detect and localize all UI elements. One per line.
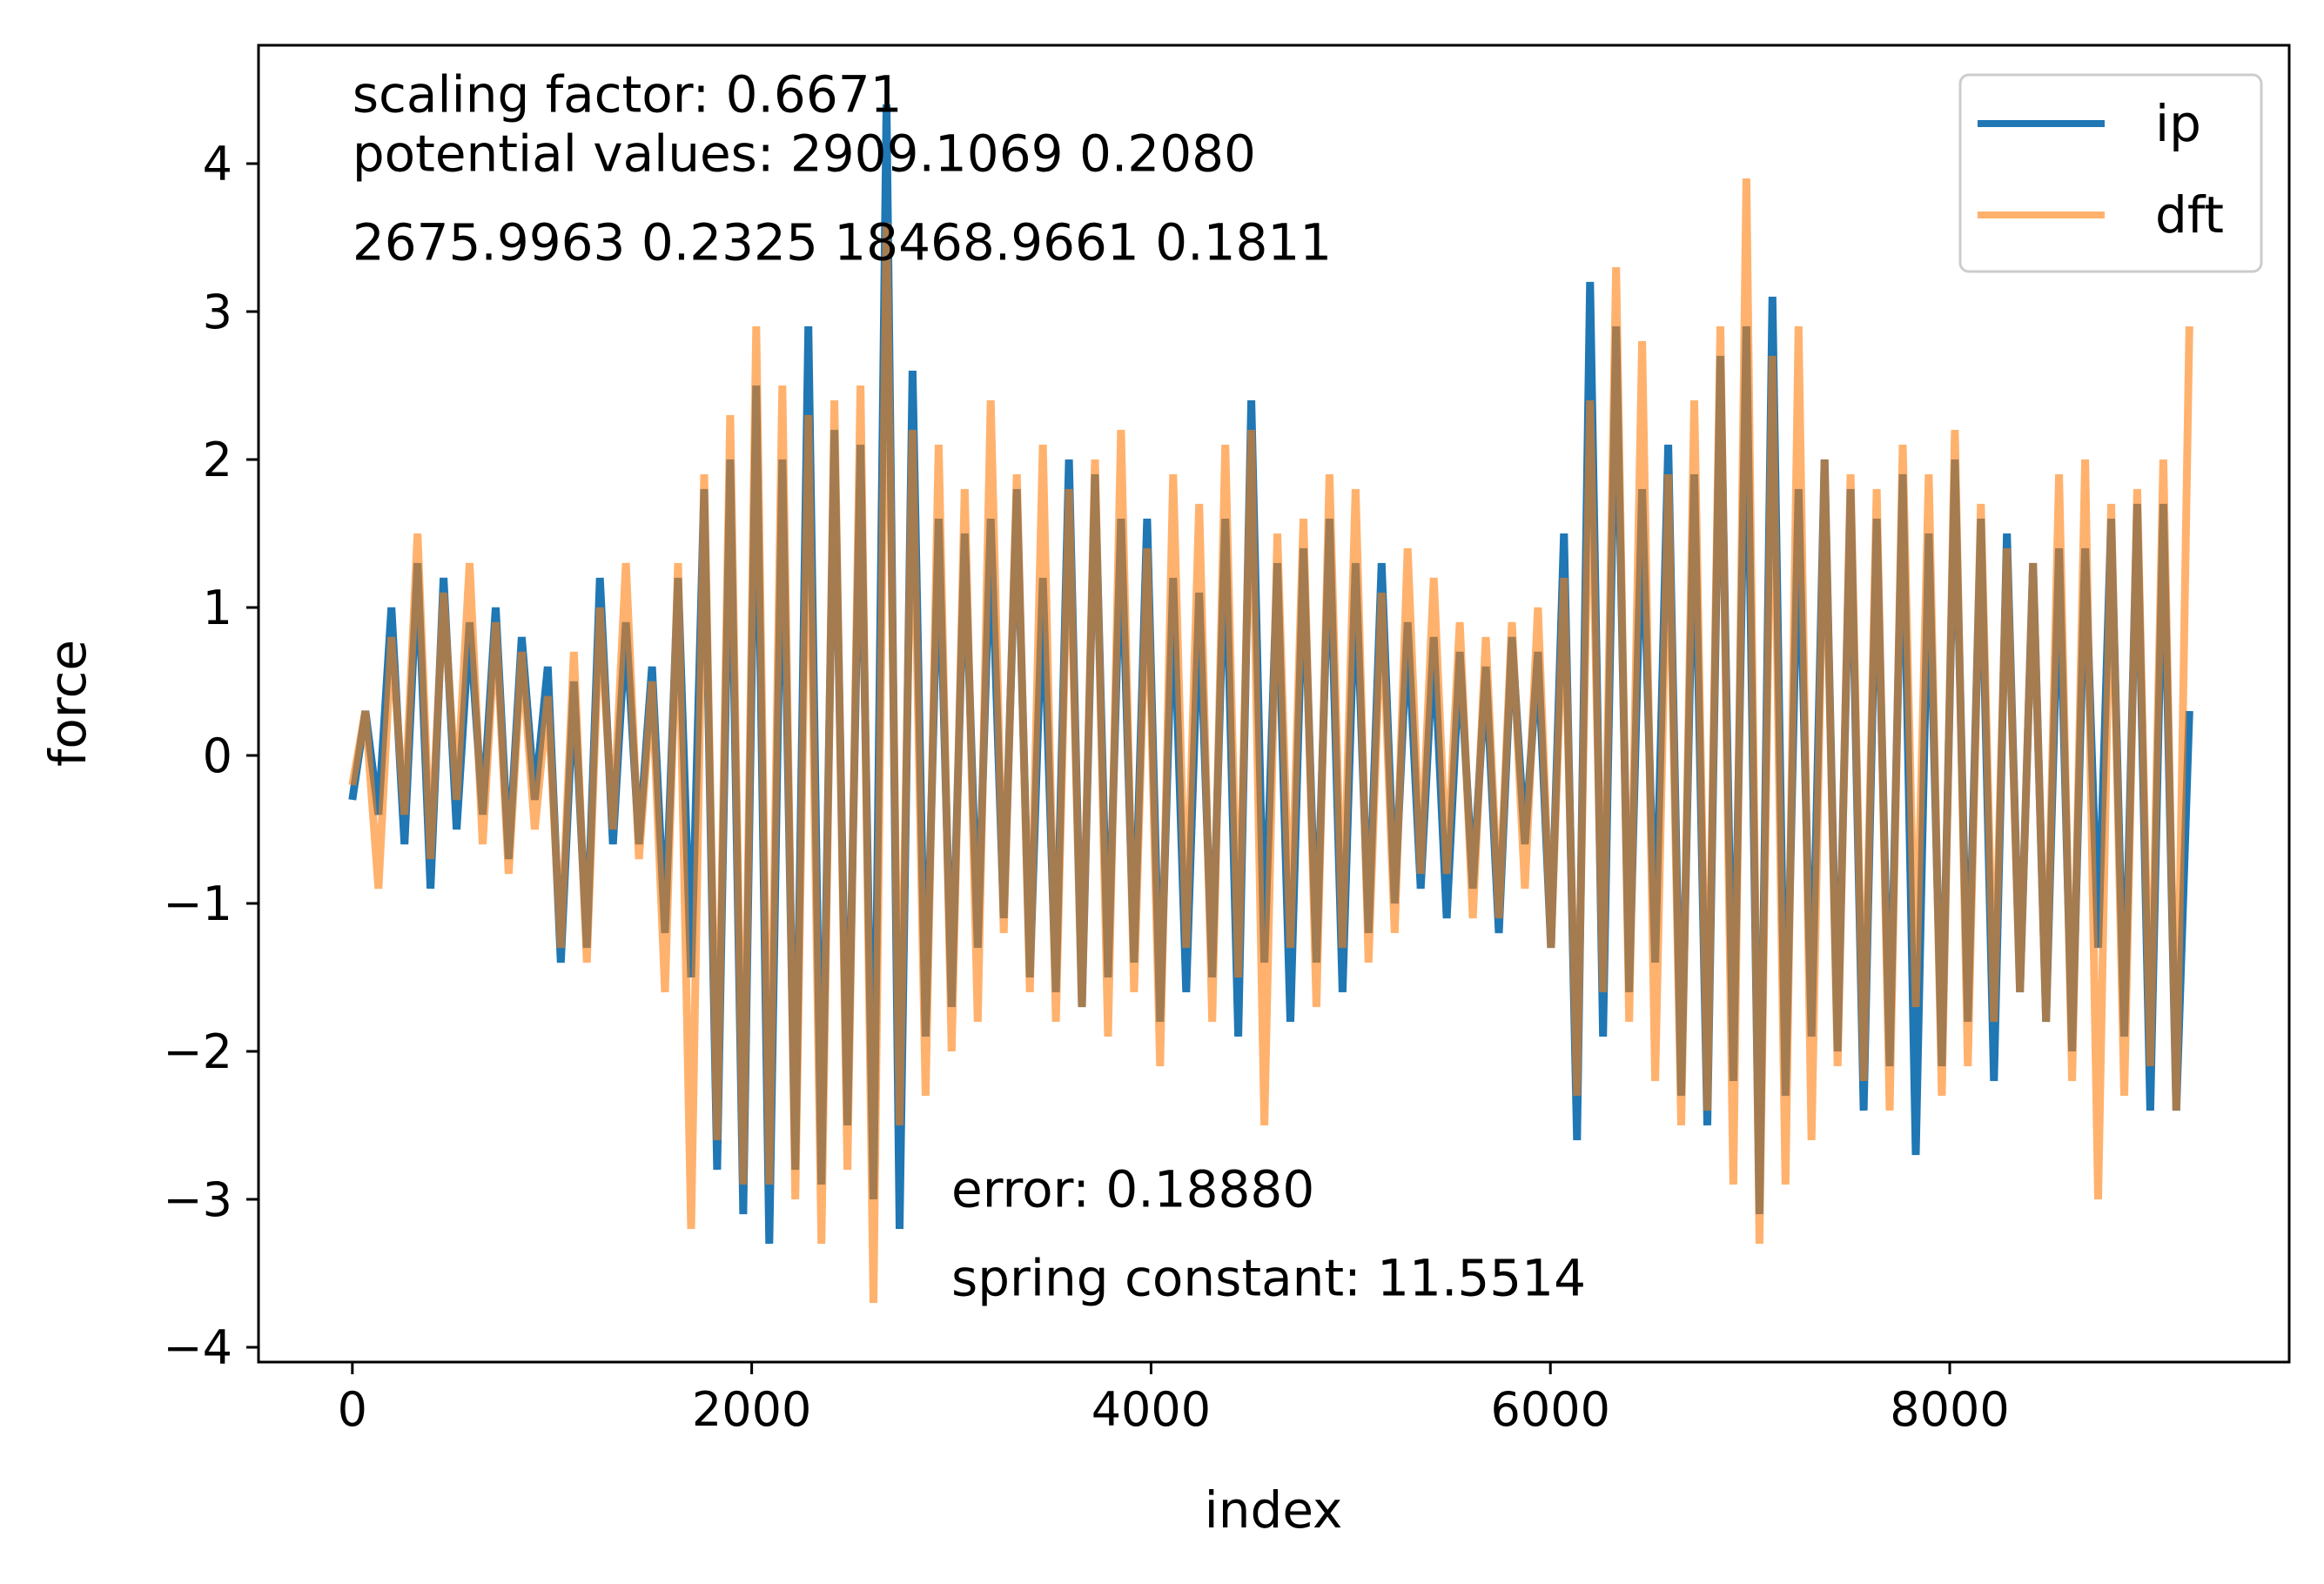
annotation-text: spring constant: 11.5514 <box>951 1249 1586 1308</box>
series-layer <box>348 104 2193 1304</box>
y-axis: 4 3 2 1 0 −1 −2 −3 −4 <box>163 137 259 1375</box>
y-tick-label: −1 <box>163 876 232 931</box>
legend-label: dft <box>2155 185 2224 245</box>
annotation-text: 2675.9963 0.2325 18468.9661 0.1811 <box>353 213 1332 272</box>
axes-frame <box>257 44 2291 1364</box>
series-line-dft <box>348 178 2193 1304</box>
y-tick-label: −4 <box>163 1320 232 1375</box>
annotation-text: error: 0.18880 <box>951 1160 1314 1219</box>
legend-label: ip <box>2155 94 2201 153</box>
y-tick-label: 4 <box>203 137 232 191</box>
x-tick-label: 4000 <box>1091 1382 1211 1437</box>
legend: ip dft <box>1958 73 2263 273</box>
x-axis-label: index <box>1205 1480 1343 1540</box>
y-tick-label: 3 <box>203 285 232 339</box>
y-tick-label: 0 <box>203 728 232 783</box>
y-tick-label: −3 <box>163 1172 232 1227</box>
annotation-text: scaling factor: 0.6671 <box>353 65 903 124</box>
x-axis: 0 2000 4000 6000 8000 <box>338 1362 2010 1437</box>
y-axis-label: force <box>38 640 97 767</box>
x-tick-label: 2000 <box>692 1382 811 1437</box>
y-tick-label: 1 <box>203 581 232 635</box>
y-tick-label: −2 <box>163 1024 232 1079</box>
x-tick-label: 6000 <box>1491 1382 1610 1437</box>
x-tick-label: 8000 <box>1890 1382 2009 1437</box>
y-tick-label: 2 <box>203 433 232 487</box>
x-tick-label: 0 <box>338 1382 367 1437</box>
annotation-text: potential values: 2909.1069 0.2080 <box>353 124 1256 184</box>
legend-entries: ip dft <box>1978 94 2224 245</box>
